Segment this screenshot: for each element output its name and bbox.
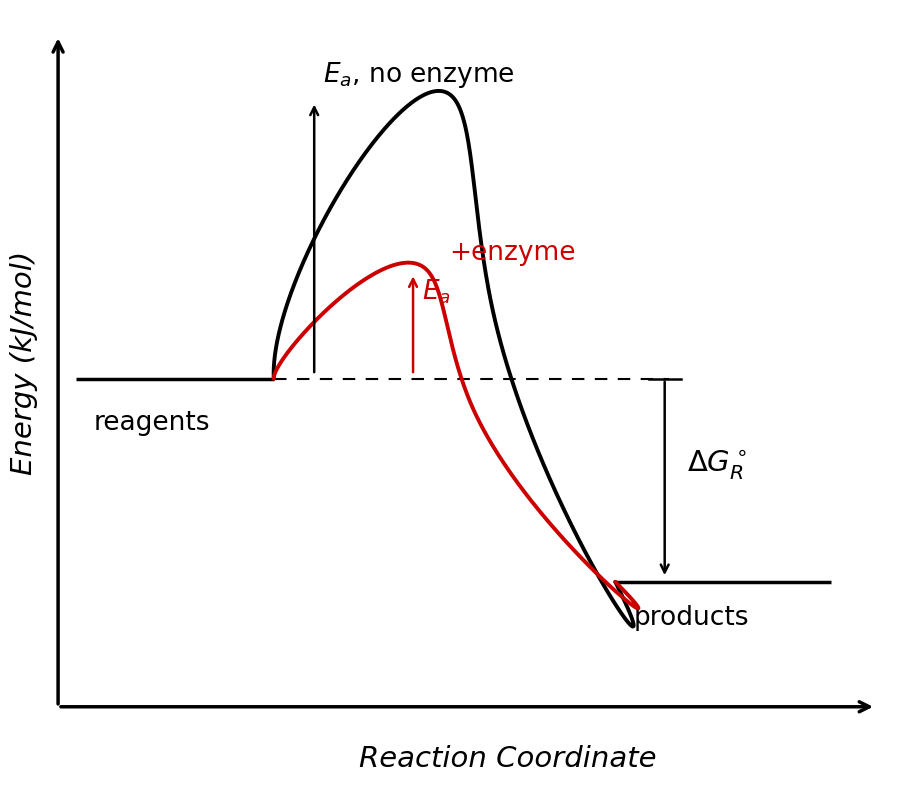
Text: Energy (kJ/mol): Energy (kJ/mol): [10, 251, 38, 476]
Text: Reaction Coordinate: Reaction Coordinate: [358, 745, 656, 773]
Text: $E_a$: $E_a$: [422, 278, 451, 306]
Text: $\Delta G_R^\circ$: $\Delta G_R^\circ$: [688, 448, 747, 481]
Text: +enzyme: +enzyme: [449, 240, 576, 266]
Text: products: products: [633, 605, 749, 631]
Text: reagents: reagents: [94, 410, 210, 436]
Text: $E_a$, no enzyme: $E_a$, no enzyme: [323, 60, 515, 90]
